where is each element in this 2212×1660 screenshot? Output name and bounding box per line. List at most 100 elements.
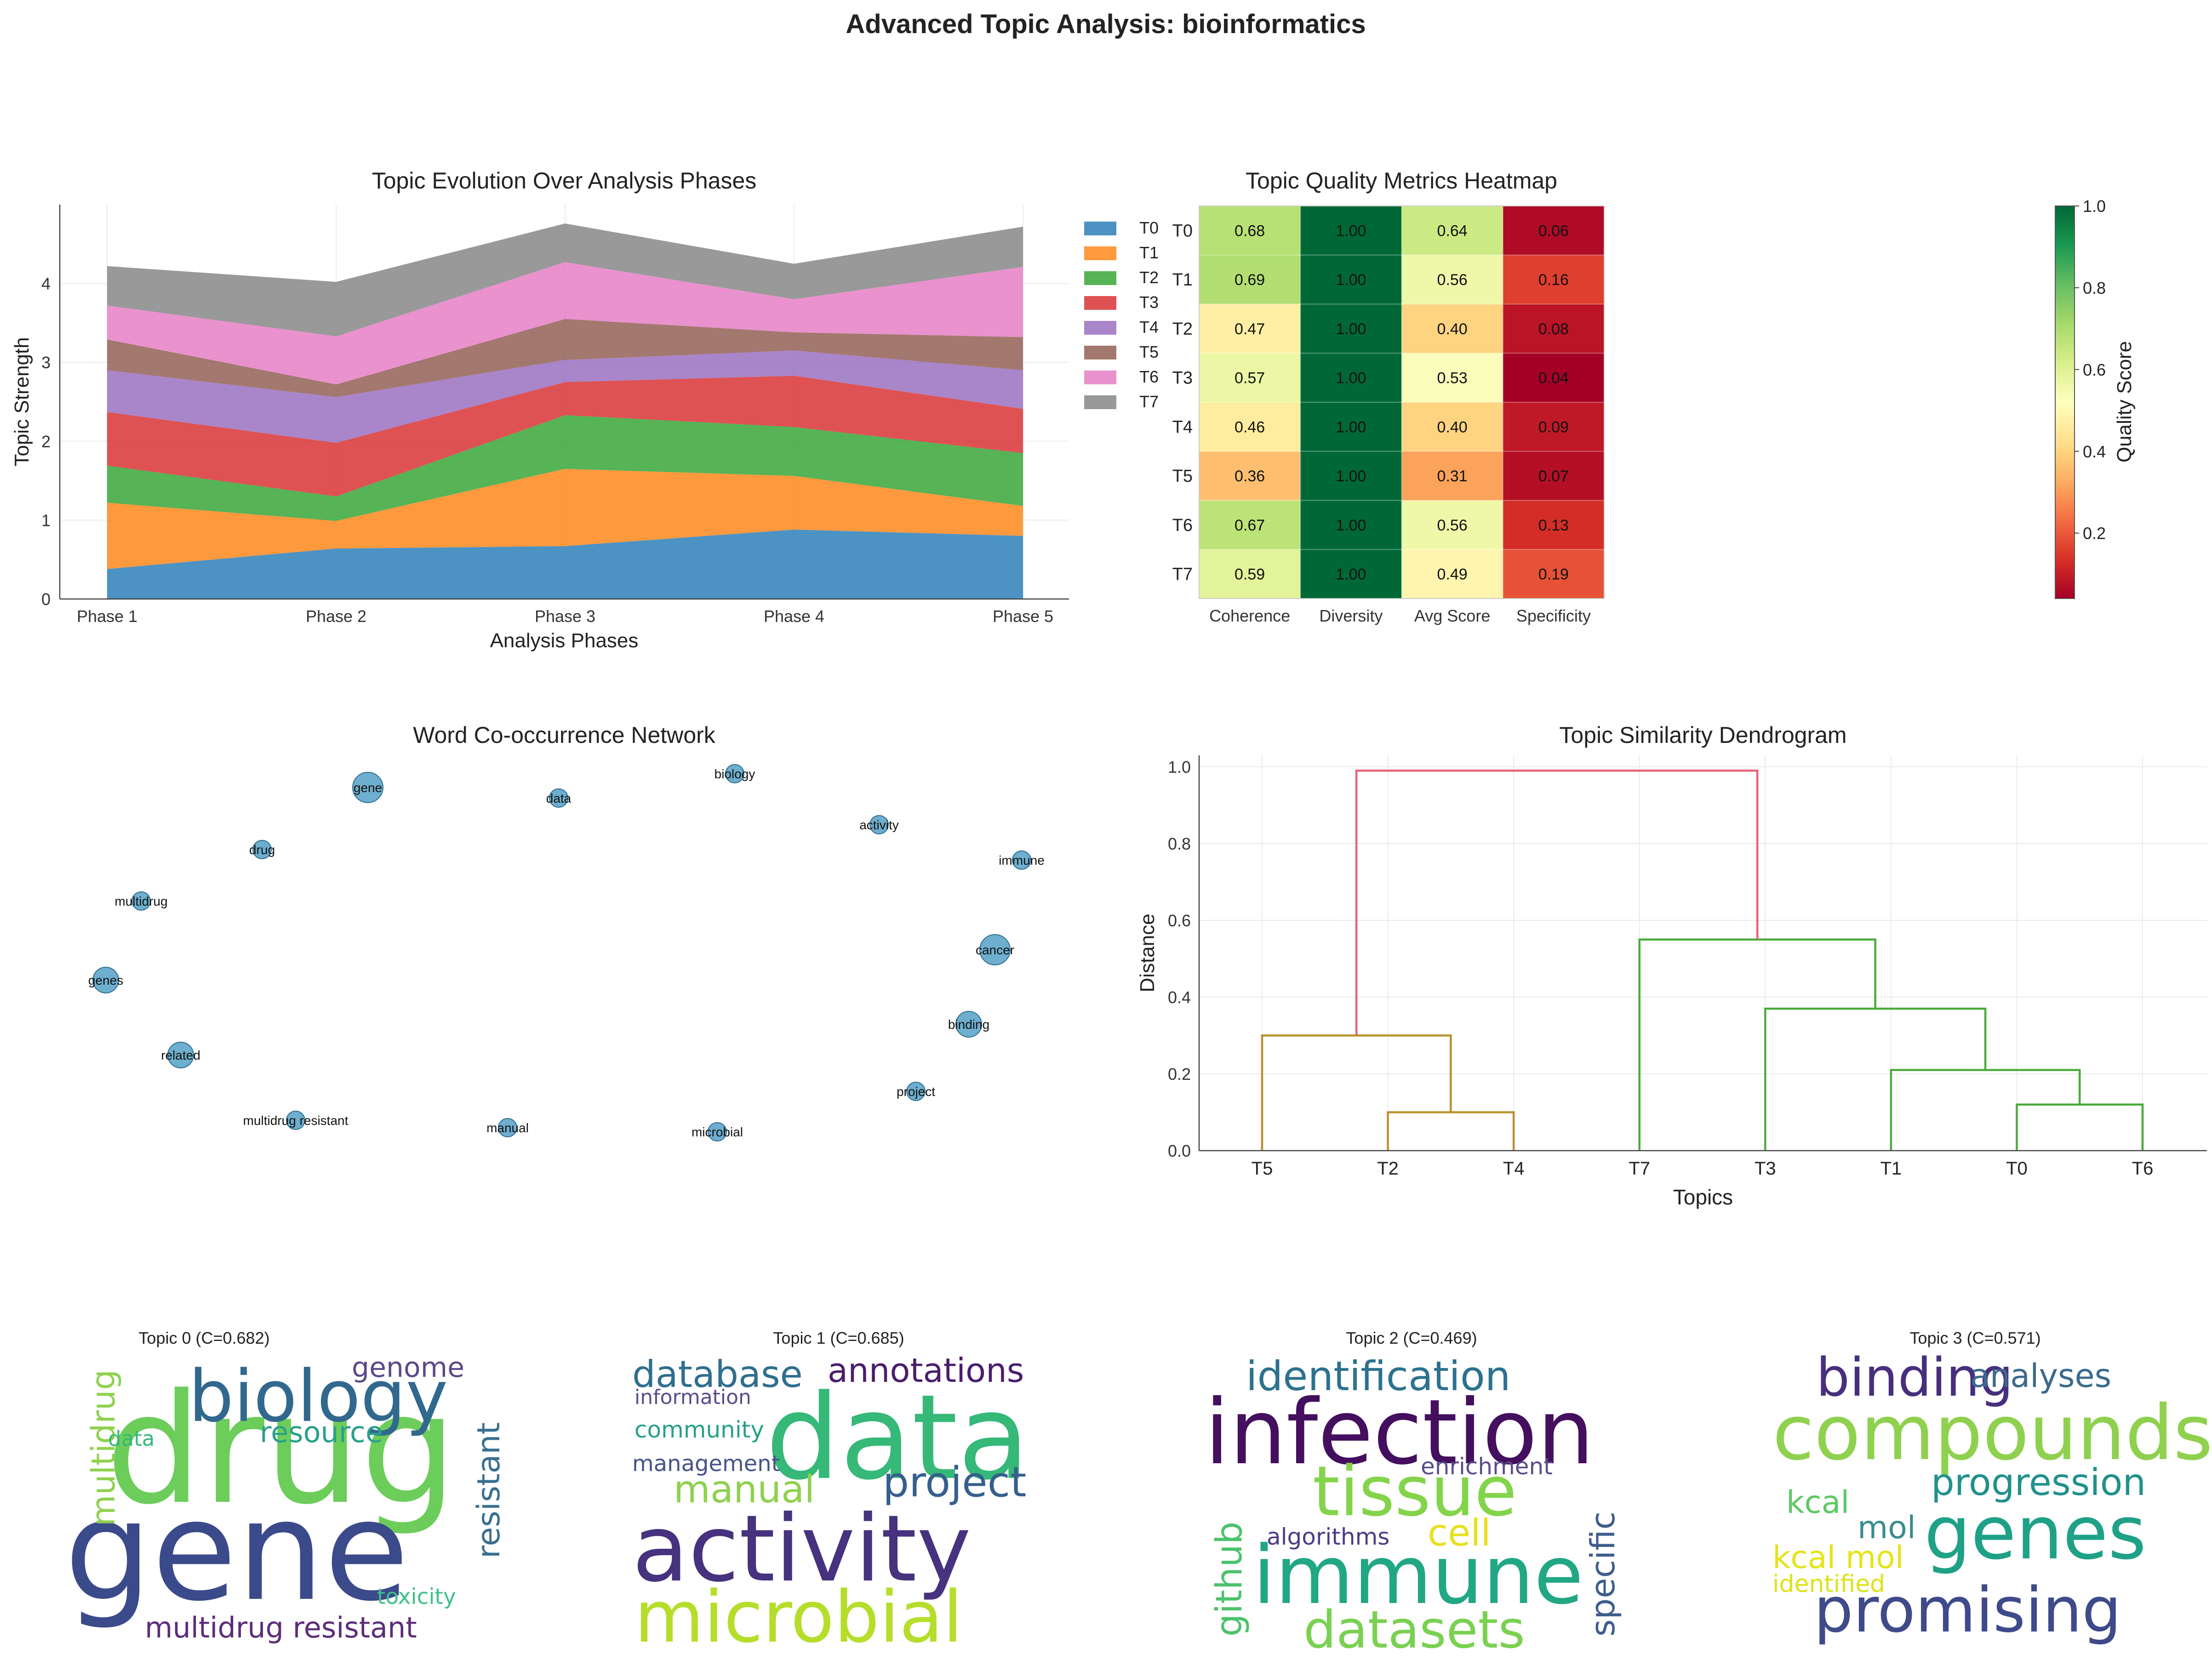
cell-value: 0.49 (1437, 566, 1468, 583)
wordcloud-title: Topic 2 (C=0.469) (1346, 1329, 1477, 1347)
heatmap-cell (1300, 500, 1402, 550)
wordcloud-word: immune (1253, 1529, 1584, 1622)
area-series-T5 (107, 319, 1023, 397)
column-label: Coherence (1209, 606, 1290, 625)
legend-label-T7: T7 (1139, 392, 1159, 411)
cell-value: 1.00 (1336, 320, 1366, 338)
network-node (1012, 850, 1031, 870)
node-label: multidrug resistant (243, 1113, 349, 1128)
colorbar-label: Quality Score (2113, 341, 2136, 462)
cell-value: 0.36 (1235, 468, 1265, 485)
colorbar (2055, 205, 2075, 599)
x-axis-label: Topics (1673, 1185, 1733, 1209)
leaf-label: T0 (2006, 1158, 2028, 1179)
y-tick-label: 0 (41, 590, 51, 609)
heatmap-cell (1401, 500, 1503, 550)
heatmap-cell (1300, 353, 1402, 403)
heatmap-cell (1199, 402, 1301, 452)
area-series-T0 (107, 529, 1023, 599)
column-label: Avg Score (1414, 606, 1490, 625)
wordcloud-word: algorithms (1267, 1523, 1390, 1550)
wordcloud-word: specific (1583, 1511, 1622, 1637)
area-series-T1 (107, 468, 1023, 569)
quality-heatmap: 0.68 1.00 0.64 0.060.69 1.00 0.56 0.160.47 1.00… (1172, 168, 2136, 625)
cell-value: 1.00 (1336, 222, 1366, 240)
dendrogram-link (1355, 770, 1759, 1036)
colorbar-tick-label: 0.2 (2083, 524, 2106, 543)
column-label: Specificity (1516, 606, 1591, 625)
area-series-T4 (107, 350, 1023, 443)
heatmap-cell (1199, 549, 1301, 599)
heatmap-cell (1503, 549, 1605, 599)
cell-value: 0.64 (1437, 222, 1468, 240)
heatmap-cell (1401, 451, 1503, 501)
legend-swatch-T2 (1084, 271, 1116, 285)
topic-evolution-chart: 0 1 2 3 4 Phase 1 Phase 2 Phase 3 Phase 4 Phase 5… (11, 168, 1159, 652)
heatmap-cell (1300, 206, 1402, 256)
wordcloud-word: infection (1205, 1380, 1595, 1484)
cell-value: 1.00 (1336, 517, 1366, 534)
chart-title: Word Co-occurrence Network (413, 722, 716, 748)
x-tick-label: Phase 5 (993, 607, 1053, 626)
wordcloud-word: promising (1814, 1574, 2121, 1646)
wordcloud-word: mol (1858, 1510, 1916, 1546)
wordcloud-word: datasets (1303, 1600, 1525, 1660)
wordcloud-title: Topic 1 (C=0.685) (773, 1329, 904, 1347)
cooccurrence-network: Word Co-occurrence Network gene data biolog… (88, 722, 1045, 1141)
wordcloud-word: tissue (1313, 1452, 1517, 1532)
node-label: related (161, 1048, 200, 1062)
wordcloud-word: information (634, 1386, 751, 1409)
network-node (167, 1042, 194, 1068)
area-series-T3 (107, 376, 1023, 496)
network-node (498, 1118, 517, 1137)
legend-swatch-T3 (1084, 296, 1116, 310)
x-axis-label: Analysis Phases (490, 629, 639, 652)
legend-swatch-T7 (1084, 395, 1116, 409)
wordcloud-word: toxicity (377, 1584, 456, 1609)
network-node (549, 788, 568, 808)
leaf-label: T6 (2132, 1158, 2154, 1179)
wordcloud-word: drug (106, 1361, 457, 1538)
legend-swatch-T0 (1084, 222, 1116, 235)
wordcloud-word: analyses (1970, 1357, 2112, 1395)
leaf-label: T2 (1377, 1158, 1399, 1179)
cell-value: 0.53 (1437, 370, 1468, 387)
wordcloud-word: biology (189, 1355, 448, 1438)
node-label: binding (948, 1017, 989, 1032)
node-label: project (897, 1084, 935, 1099)
leaf-label: T5 (1252, 1158, 1273, 1179)
node-label: genes (88, 973, 123, 987)
cell-value: 1.00 (1336, 271, 1366, 289)
network-node (352, 772, 383, 803)
cell-value: 0.47 (1235, 320, 1265, 338)
row-label: T4 (1172, 417, 1193, 437)
cell-value: 0.40 (1437, 320, 1468, 338)
dendrogram-link (2016, 1103, 2144, 1151)
x-tick-label: Phase 1 (77, 607, 137, 626)
heatmap-frame (1199, 205, 1605, 599)
network-node (708, 1122, 727, 1141)
cell-value: 0.40 (1437, 418, 1468, 436)
wordcloud-word: binding (1816, 1347, 2013, 1409)
wordcloud-title: Topic 3 (C=0.571) (1909, 1329, 2041, 1347)
x-tick-label: Phase 4 (764, 607, 824, 626)
cell-value: 1.00 (1336, 370, 1366, 387)
node-label: data (546, 791, 572, 805)
area-series-T6 (107, 262, 1023, 385)
area-series-T2 (107, 415, 1023, 521)
y-axis-label: Topic Strength (11, 337, 33, 466)
legend-label-T3: T3 (1139, 293, 1159, 312)
legend-swatch-T5 (1084, 346, 1116, 359)
cell-value: 0.67 (1235, 517, 1265, 534)
node-label: manual (486, 1121, 529, 1135)
cell-value: 0.04 (1538, 370, 1569, 387)
cell-value: 0.31 (1437, 468, 1468, 485)
dendrogram-link (1764, 1007, 1987, 1151)
heatmap-cell (1503, 402, 1605, 452)
figure-title: Advanced Topic Analysis: bioinformatics (846, 9, 1366, 39)
heatmap-cell (1199, 451, 1301, 501)
cell-value: 0.16 (1538, 271, 1569, 289)
network-node (286, 1111, 305, 1130)
leaf-label: T4 (1503, 1158, 1525, 1179)
cell-value: 1.00 (1336, 566, 1366, 583)
